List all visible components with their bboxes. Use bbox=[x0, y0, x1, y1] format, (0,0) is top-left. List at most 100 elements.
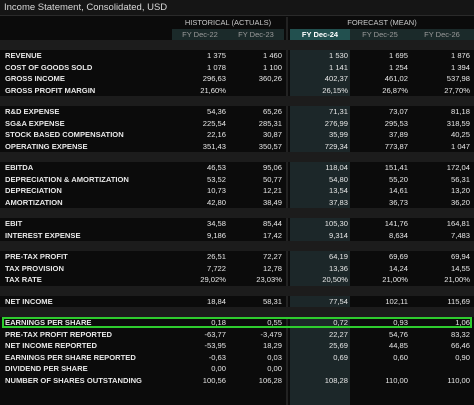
row-ebit[interactable]: EBIT 34,58 85,44 105,30 141,76 164,81 bbox=[0, 218, 474, 230]
cell-fy-dec-24[interactable]: 35,99 bbox=[328, 130, 348, 139]
cell-fy-dec-24[interactable]: 22,27 bbox=[328, 329, 348, 339]
row-earnings-per-share[interactable]: EARNINGS PER SHARE 0,18 0,55 0,72 0,93 1,06 bbox=[0, 317, 474, 329]
row-randd-expense[interactable]: R&D EXPENSE 54,36 65,26 71,31 73,07 81,18 bbox=[0, 106, 474, 118]
cell-fy-dec-22[interactable]: 225,54 bbox=[202, 118, 226, 128]
cell-fy-dec-24[interactable]: 71,31 bbox=[328, 107, 348, 116]
row-interest-expense[interactable]: INTEREST EXPENSE 9,186 17,42 9,314 8,634 7,48… bbox=[0, 230, 474, 242]
row-tax-rate[interactable]: TAX RATE 29,02% 23,03% 20,50% 21,00% 21,00% bbox=[0, 274, 474, 286]
cell-fy-dec-23[interactable]: 72,27 bbox=[262, 252, 282, 261]
cell-fy-dec-25[interactable]: 773,87 bbox=[384, 141, 408, 151]
row-number-of-shares-outstanding[interactable]: NUMBER OF SHARES OUTSTANDING 100,56 106,28… bbox=[0, 375, 474, 387]
cell-fy-dec-22[interactable]: 26,51 bbox=[206, 252, 226, 261]
row-ebitda[interactable]: EBITDA 46,53 95,06 118,04 151,41 172,04 bbox=[0, 162, 474, 174]
cell-fy-dec-26[interactable]: 172,04 bbox=[446, 163, 470, 172]
cell-fy-dec-22[interactable]: 21,60% bbox=[200, 85, 226, 95]
cell-fy-dec-26[interactable]: 36,20 bbox=[450, 197, 470, 207]
cell-fy-dec-23[interactable]: 65,26 bbox=[262, 107, 282, 116]
cell-fy-dec-26[interactable]: 318,59 bbox=[446, 118, 470, 128]
cell-fy-dec-22[interactable]: 100,56 bbox=[202, 375, 226, 385]
cell-fy-dec-22[interactable]: 18,84 bbox=[206, 296, 226, 306]
cell-fy-dec-22[interactable]: 296,63 bbox=[202, 74, 226, 83]
cell-fy-dec-23[interactable]: 17,42 bbox=[262, 230, 282, 240]
col-header-fy-dec-26[interactable]: FY Dec-26 bbox=[410, 29, 474, 40]
cell-fy-dec-23[interactable]: 0,55 bbox=[267, 318, 282, 327]
cell-fy-dec-25[interactable]: 1 254 bbox=[388, 62, 408, 72]
cell-fy-dec-24[interactable]: 108,28 bbox=[324, 375, 348, 385]
cell-fy-dec-26[interactable]: 21,00% bbox=[444, 275, 470, 284]
cell-fy-dec-26[interactable]: 1 047 bbox=[450, 141, 470, 151]
cell-fy-dec-23[interactable]: 95,06 bbox=[262, 163, 282, 172]
cell-fy-dec-24[interactable]: 64,19 bbox=[328, 252, 348, 261]
cell-fy-dec-23[interactable]: 0,00 bbox=[267, 364, 282, 373]
cell-fy-dec-23[interactable]: 85,44 bbox=[262, 219, 282, 228]
cell-fy-dec-25[interactable]: 1 695 bbox=[388, 51, 408, 60]
row-sganda-expense[interactable]: SG&A EXPENSE 225,54 285,31 276,99 295,53 318,… bbox=[0, 118, 474, 130]
cell-fy-dec-24[interactable]: 77,54 bbox=[328, 296, 348, 306]
cell-fy-dec-22[interactable]: 1 078 bbox=[206, 62, 226, 72]
cell-fy-dec-25[interactable]: 295,53 bbox=[384, 118, 408, 128]
cell-fy-dec-24[interactable]: 402,37 bbox=[324, 74, 348, 83]
cell-fy-dec-22[interactable]: 29,02% bbox=[200, 275, 226, 284]
cell-fy-dec-23[interactable]: 360,26 bbox=[258, 74, 282, 83]
cell-fy-dec-23[interactable]: 50,77 bbox=[262, 174, 282, 184]
cell-fy-dec-26[interactable]: 110,00 bbox=[447, 375, 470, 385]
cell-fy-dec-24[interactable]: 118,04 bbox=[325, 163, 348, 172]
cell-fy-dec-25[interactable]: 102,11 bbox=[385, 296, 408, 306]
row-operating-expense[interactable]: OPERATING EXPENSE 351,43 350,57 729,34 773,8… bbox=[0, 141, 474, 153]
cell-fy-dec-23[interactable]: 12,21 bbox=[262, 186, 282, 195]
cell-fy-dec-26[interactable]: 14,55 bbox=[450, 263, 470, 273]
cell-fy-dec-25[interactable]: 55,20 bbox=[388, 174, 408, 184]
cell-fy-dec-26[interactable]: 537,98 bbox=[446, 74, 470, 83]
row-gross-income[interactable]: GROSS INCOME 296,63 360,26 402,37 461,02 537,… bbox=[0, 73, 474, 85]
cell-fy-dec-24[interactable]: 25,69 bbox=[328, 341, 348, 350]
cell-fy-dec-22[interactable]: 1 375 bbox=[206, 51, 226, 60]
cell-fy-dec-23[interactable]: 350,57 bbox=[258, 141, 282, 151]
row-depreciation-and-amortization[interactable]: DEPRECIATION & AMORTIZATION 53,52 50,77 54,… bbox=[0, 174, 474, 186]
cell-fy-dec-22[interactable]: 9,186 bbox=[206, 230, 226, 240]
cell-fy-dec-26[interactable]: 1 394 bbox=[450, 62, 470, 72]
cell-fy-dec-25[interactable]: 8,634 bbox=[388, 230, 408, 240]
row-pre-tax-profit[interactable]: PRE-TAX PROFIT 26,51 72,27 64,19 69,69 69,94 bbox=[0, 251, 474, 263]
cell-fy-dec-25[interactable]: 37,89 bbox=[388, 130, 408, 139]
cell-fy-dec-22[interactable]: 42,80 bbox=[206, 197, 226, 207]
cell-fy-dec-24[interactable]: 26,15% bbox=[322, 85, 348, 95]
cell-fy-dec-25[interactable]: 21,00% bbox=[382, 275, 408, 284]
col-header-fy-dec-23[interactable]: FY Dec-23 bbox=[228, 29, 284, 40]
cell-fy-dec-23[interactable]: 30,87 bbox=[262, 130, 282, 139]
row-depreciation[interactable]: DEPRECIATION 10,73 12,21 13,54 14,61 13,20 bbox=[0, 185, 474, 197]
cell-fy-dec-26[interactable]: 83,32 bbox=[450, 329, 470, 339]
col-header-fy-dec-22[interactable]: FY Dec-22 bbox=[172, 29, 228, 40]
cell-fy-dec-22[interactable]: 53,52 bbox=[206, 174, 226, 184]
row-tax-provision[interactable]: TAX PROVISION 7,722 12,78 13,36 14,24 14,55 bbox=[0, 263, 474, 275]
cell-fy-dec-25[interactable]: 26,87% bbox=[382, 85, 408, 95]
cell-fy-dec-22[interactable]: 34,58 bbox=[206, 219, 226, 228]
cell-fy-dec-22[interactable]: 46,53 bbox=[206, 163, 226, 172]
cell-fy-dec-24[interactable]: 276,99 bbox=[324, 118, 348, 128]
cell-fy-dec-25[interactable]: 110,00 bbox=[385, 375, 408, 385]
cell-fy-dec-23[interactable]: -3,479 bbox=[260, 329, 282, 339]
cell-fy-dec-25[interactable]: 151,41 bbox=[384, 163, 408, 172]
cell-fy-dec-25[interactable]: 36,73 bbox=[388, 197, 408, 207]
cell-fy-dec-22[interactable]: -0,63 bbox=[208, 352, 226, 362]
cell-fy-dec-24[interactable]: 20,50% bbox=[322, 275, 348, 284]
cell-fy-dec-24[interactable]: 54,80 bbox=[328, 174, 348, 184]
cell-fy-dec-26[interactable]: 66,46 bbox=[450, 341, 470, 350]
row-dividend-per-share[interactable]: DIVIDEND PER SHARE 0,00 0,00 bbox=[0, 363, 474, 375]
cell-fy-dec-24[interactable]: 13,54 bbox=[328, 186, 348, 195]
cell-fy-dec-24[interactable]: 9,314 bbox=[328, 230, 348, 240]
cell-fy-dec-22[interactable]: 7,722 bbox=[206, 263, 226, 273]
cell-fy-dec-22[interactable]: -53,95 bbox=[204, 341, 226, 350]
row-amortization[interactable]: AMORTIZATION 42,80 38,49 37,83 36,73 36,20 bbox=[0, 197, 474, 209]
cell-fy-dec-25[interactable]: 14,61 bbox=[388, 186, 408, 195]
cell-fy-dec-22[interactable]: -63,77 bbox=[204, 329, 226, 339]
cell-fy-dec-26[interactable]: 81,18 bbox=[450, 107, 470, 116]
cell-fy-dec-25[interactable]: 461,02 bbox=[384, 74, 408, 83]
cell-fy-dec-23[interactable]: 58,31 bbox=[262, 296, 282, 306]
cell-fy-dec-26[interactable]: 56,31 bbox=[450, 174, 470, 184]
cell-fy-dec-26[interactable]: 1,06 bbox=[455, 318, 470, 327]
cell-fy-dec-22[interactable]: 10,73 bbox=[206, 186, 226, 195]
cell-fy-dec-23[interactable]: 12,78 bbox=[262, 263, 282, 273]
cell-fy-dec-22[interactable]: 22,16 bbox=[206, 130, 226, 139]
row-gross-profit-margin[interactable]: GROSS PROFIT MARGIN 21,60% 26,15% 26,87% 27,… bbox=[0, 85, 474, 97]
cell-fy-dec-24[interactable]: 1 530 bbox=[328, 51, 348, 60]
